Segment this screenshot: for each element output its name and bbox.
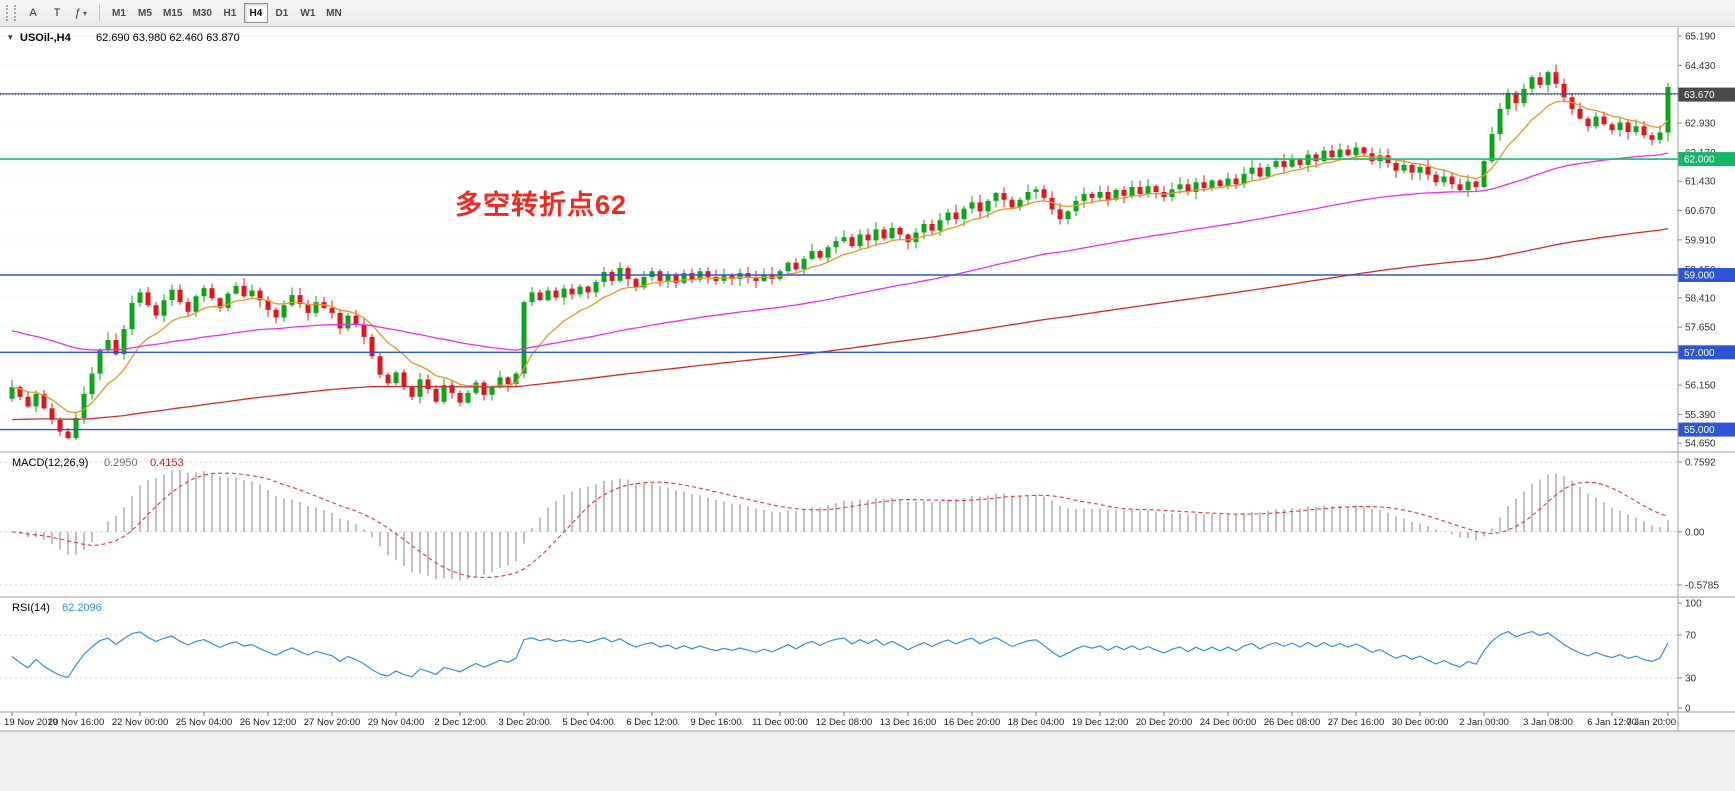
- svg-text:61.430: 61.430: [1685, 177, 1716, 188]
- chart-background: [0, 27, 1735, 731]
- timeframe-button-m5[interactable]: M5: [133, 3, 157, 23]
- svg-text:57.000: 57.000: [1684, 348, 1715, 359]
- time-axis-label: 27 Dec 16:00: [1328, 717, 1385, 728]
- price-badge-55.000: [1678, 422, 1735, 437]
- time-axis-label: 27 Nov 20:00: [304, 717, 361, 728]
- timeframe-button-h1[interactable]: H1: [218, 3, 242, 23]
- svg-text:0.00: 0.00: [1685, 527, 1705, 538]
- symbol-expand-icon[interactable]: ▾: [8, 32, 13, 42]
- svg-text:0: 0: [1685, 704, 1691, 715]
- time-axis-label: 26 Dec 08:00: [1264, 717, 1321, 728]
- time-axis-label: 2 Dec 12:00: [434, 717, 485, 728]
- macd-panel: 0.7592 0.00 -0.5785: [0, 458, 1719, 592]
- time-axis-label: 13 Dec 16:00: [880, 717, 937, 728]
- horizontal-lines-layer[interactable]: [0, 93, 1678, 431]
- time-axis-label: 24 Dec 00:00: [1200, 717, 1257, 728]
- svg-text:70: 70: [1685, 631, 1697, 642]
- chart-annotation-text[interactable]: 多空转折点62: [455, 190, 628, 220]
- svg-text:30: 30: [1685, 673, 1697, 684]
- timeframe-button-w1[interactable]: W1: [296, 3, 320, 23]
- price-axis: 65.19064.43063.69062.93062.17061.43060.6…: [0, 27, 1735, 732]
- time-axis-label: 20 Nov 16:00: [48, 717, 105, 728]
- svg-text:64.430: 64.430: [1685, 61, 1716, 72]
- symbol-period-label: USOil-,H4: [20, 32, 72, 44]
- timeframe-button-h4[interactable]: H4: [243, 3, 268, 23]
- rsi-label: RSI(14): [12, 602, 50, 614]
- svg-text:56.150: 56.150: [1685, 381, 1716, 392]
- rsi-value: 62.2096: [62, 602, 102, 614]
- timeframe-button-mn[interactable]: MN: [322, 3, 346, 23]
- price-badge-57.000: [1678, 345, 1735, 360]
- time-axis-label: 22 Nov 00:00: [112, 717, 169, 728]
- time-axis-label: 3 Jan 08:00: [1523, 717, 1573, 728]
- svg-text:65.190: 65.190: [1685, 31, 1716, 42]
- price-badge-59.000: [1678, 268, 1735, 282]
- time-axis-label: 19 Nov 2019: [4, 717, 58, 728]
- time-axis-label: 18 Dec 04:00: [1008, 717, 1065, 728]
- rsi-panel: 100 70 30 0: [0, 599, 1702, 715]
- time-axis-label: 12 Dec 08:00: [816, 717, 873, 728]
- text-label-tool-button[interactable]: A: [22, 3, 44, 23]
- macd-main-value: 0.2950: [104, 457, 138, 469]
- time-axis-label: 7 Jan 20:00: [1626, 717, 1676, 728]
- time-axis-label: 11 Dec 00:00: [752, 717, 808, 728]
- svg-text:60.670: 60.670: [1685, 206, 1716, 217]
- indicators-menu-button[interactable]: ƒ ▾: [70, 3, 92, 23]
- svg-text:55.000: 55.000: [1684, 425, 1715, 436]
- price-badge-63.670: [1678, 87, 1735, 102]
- time-axis-label: 2 Jan 00:00: [1459, 717, 1509, 728]
- svg-text:59.000: 59.000: [1684, 271, 1715, 282]
- macd-label: MACD(12,26,9): [12, 457, 88, 469]
- svg-text:-0.5785: -0.5785: [1685, 581, 1719, 592]
- timeframe-button-m15[interactable]: M15: [159, 3, 186, 23]
- macd-signal-value: 0.4153: [150, 457, 184, 469]
- time-axis-label: 20 Dec 20:00: [1136, 717, 1193, 728]
- svg-text:54.650: 54.650: [1685, 439, 1716, 450]
- time-axis-label: 9 Dec 16:00: [690, 717, 741, 728]
- svg-text:100: 100: [1685, 599, 1702, 610]
- objects-tool-button[interactable]: T: [46, 3, 68, 23]
- time-axis-label: 6 Dec 12:00: [626, 717, 677, 728]
- time-axis-label: 5 Dec 04:00: [562, 717, 613, 728]
- svg-text:62.000: 62.000: [1684, 155, 1715, 166]
- svg-text:0.7592: 0.7592: [1685, 458, 1716, 469]
- time-axis-label: 3 Dec 20:00: [498, 717, 549, 728]
- time-axis-label: 30 Dec 00:00: [1392, 717, 1449, 728]
- timeframes-group: M1 M5 M15 M30 H1 H4 D1 W1 MN: [106, 3, 347, 23]
- svg-text:59.910: 59.910: [1685, 235, 1716, 246]
- time-axis-label: 29 Nov 04:00: [368, 717, 425, 728]
- toolbar-separator: [99, 4, 100, 22]
- svg-text:63.670: 63.670: [1684, 90, 1715, 101]
- svg-text:62.930: 62.930: [1685, 119, 1716, 130]
- timeframe-button-m30[interactable]: M30: [188, 3, 215, 23]
- time-axis-label: 6 Jan 12:00: [1587, 717, 1637, 728]
- ohlc-readout: 62.690 63.980 62.460 63.870: [96, 32, 240, 44]
- time-axis-label: 16 Dec 20:00: [944, 717, 1001, 728]
- time-axis-label: 26 Nov 12:00: [240, 717, 297, 728]
- svg-text:58.410: 58.410: [1685, 293, 1716, 304]
- time-axis-label: 19 Dec 12:00: [1072, 717, 1129, 728]
- svg-text:57.650: 57.650: [1685, 323, 1716, 334]
- dropdown-arrow-icon: ▾: [83, 8, 88, 18]
- timeframe-button-m1[interactable]: M1: [107, 3, 131, 23]
- time-axis-label: 25 Nov 04:00: [176, 717, 233, 728]
- toolbar-grip[interactable]: [6, 5, 16, 21]
- price-badge-62.000: [1678, 152, 1735, 167]
- svg-text:55.390: 55.390: [1685, 410, 1716, 421]
- timeframe-button-d1[interactable]: D1: [270, 3, 294, 23]
